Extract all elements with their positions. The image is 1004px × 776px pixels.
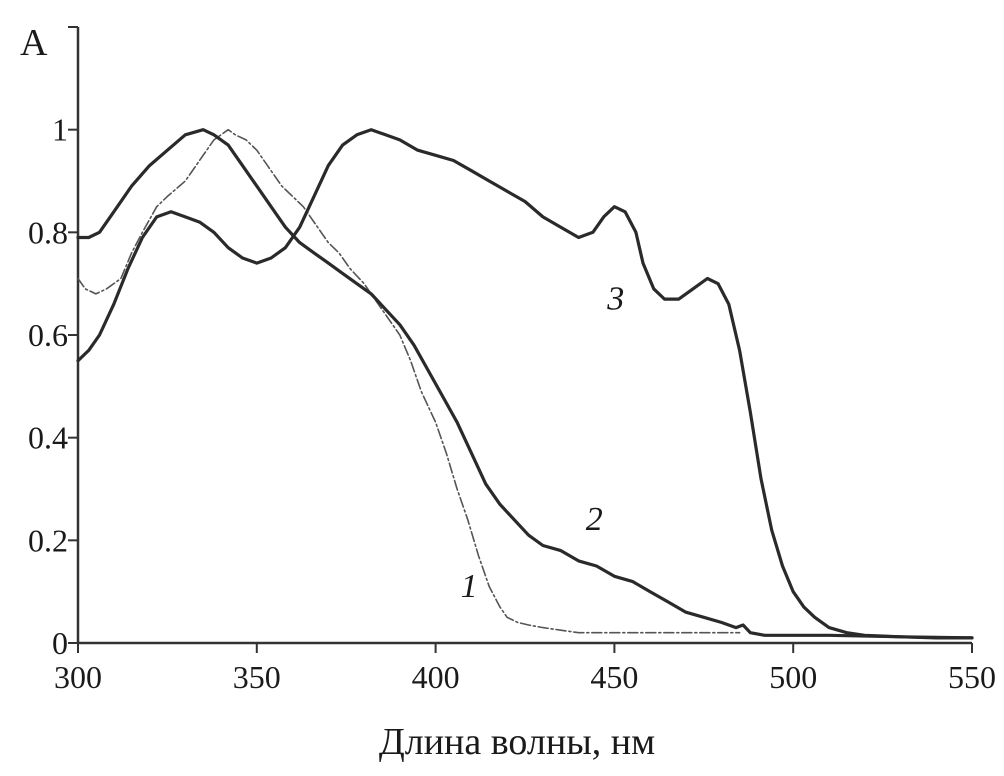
- y-axis-title: A: [20, 22, 48, 64]
- y-tick-label: 1: [52, 112, 68, 148]
- y-tick-label: 0.8: [28, 214, 68, 250]
- series-2-line: [76, 128, 974, 640]
- x-axis-title: Длина волны, нм: [379, 721, 655, 763]
- series-1-line: [77, 128, 741, 634]
- x-tick-label: 400: [412, 659, 460, 695]
- x-tick-label: 300: [54, 659, 102, 695]
- y-tick-label: 0: [52, 625, 68, 661]
- series-3-line: [76, 128, 974, 640]
- axes-layer: 0 0.2 0.4 0.6 0.8 1 300 350 400 450 500 550: [28, 26, 996, 695]
- x-tick-label: 450: [590, 659, 638, 695]
- series-3-label: 3: [606, 280, 624, 317]
- x-tick-label: 500: [769, 659, 817, 695]
- x-tick-label: 350: [233, 659, 281, 695]
- series-1-label: 1: [461, 568, 478, 605]
- series-layer: [76, 128, 974, 640]
- series-2-label: 2: [586, 501, 603, 538]
- x-tick-label: 550: [948, 659, 996, 695]
- y-tick-label: 0.4: [28, 420, 68, 456]
- y-tick-label: 0.6: [28, 317, 68, 353]
- label-layer: 1 2 3: [461, 280, 625, 604]
- y-tick-label: 0.2: [28, 522, 68, 558]
